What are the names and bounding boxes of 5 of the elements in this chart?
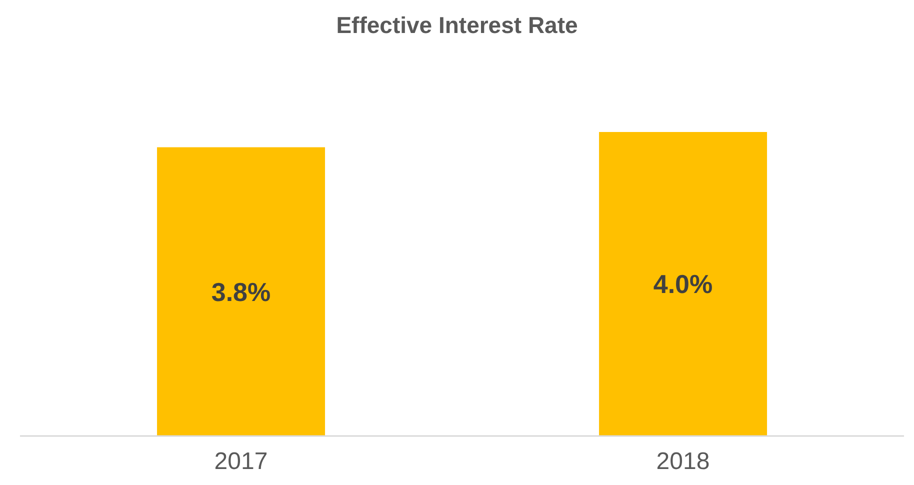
x-tick-label: 2017	[214, 448, 268, 476]
data-label: 4.0%	[653, 269, 713, 300]
data-label: 3.8%	[211, 276, 271, 307]
x-tick-label: 2018	[656, 448, 710, 476]
chart-title: Effective Interest Rate	[335, 12, 579, 39]
